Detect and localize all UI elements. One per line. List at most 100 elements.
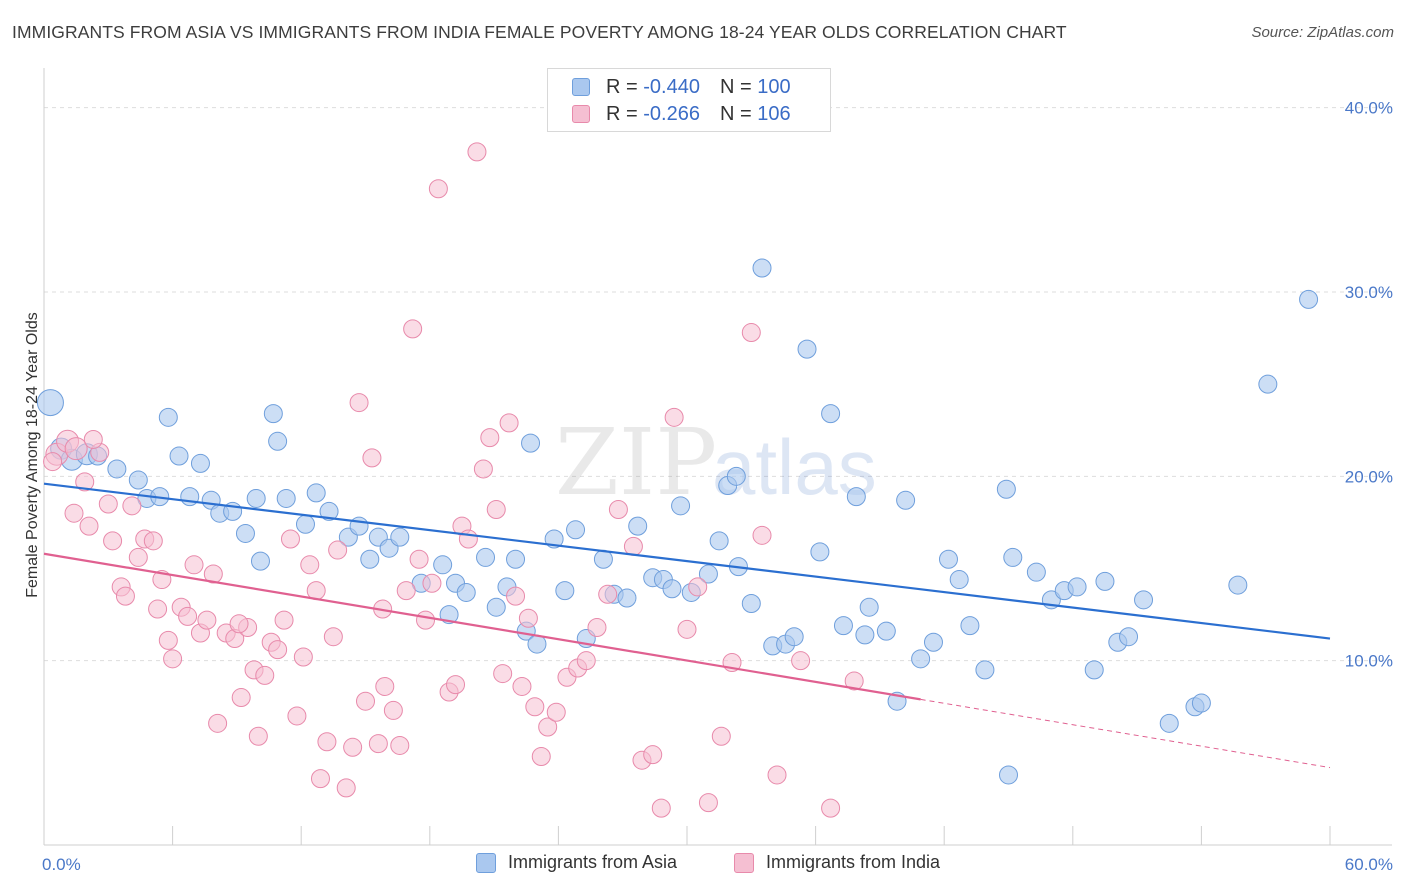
- india-point: [664, 407, 684, 427]
- y-tick-label: 40.0%: [1345, 99, 1393, 118]
- india-point: [197, 610, 217, 630]
- correlation-legend: R = -0.440 N = 100 R = -0.266 N = 106: [547, 68, 831, 132]
- india-point: [368, 734, 388, 754]
- india-point: [428, 179, 448, 199]
- asia-point: [859, 597, 879, 617]
- legend-n-label-asia: N =: [719, 75, 752, 98]
- asia-point: [506, 549, 526, 569]
- india-point: [598, 584, 618, 604]
- legend-n-value-asia: 100: [757, 75, 791, 98]
- india-point: [248, 726, 268, 746]
- india-point: [546, 702, 566, 722]
- asia-point: [36, 389, 64, 417]
- asia-point: [433, 555, 453, 575]
- india-swatch: [572, 105, 590, 123]
- asia-point: [846, 487, 866, 507]
- asia-point: [975, 660, 995, 680]
- tick-labels: 10.0% 20.0% 30.0% 40.0% 0.0% 60.0%: [42, 99, 1393, 874]
- asia-point: [476, 547, 496, 567]
- india-point: [752, 525, 772, 545]
- legend-item-india[interactable]: Immigrants from India: [734, 852, 940, 873]
- legend-label-asia: Immigrants from Asia: [508, 852, 678, 872]
- asia-point: [360, 549, 380, 569]
- asia-point: [306, 483, 326, 503]
- india-point: [390, 735, 410, 755]
- india-point: [184, 555, 204, 575]
- axes: [43, 68, 1392, 846]
- india-point: [98, 494, 118, 514]
- india-point: [446, 675, 466, 695]
- india-legend-swatch: [734, 852, 754, 873]
- india-point: [79, 516, 99, 536]
- india-point: [43, 452, 63, 472]
- india-point: [422, 573, 442, 593]
- india-point: [688, 577, 708, 597]
- india-point: [587, 617, 607, 637]
- legend-r-value-asia: -0.440: [643, 75, 700, 98]
- asia-point: [1159, 713, 1179, 733]
- asia-point: [938, 549, 958, 569]
- asia-point: [295, 514, 315, 534]
- asia-point: [911, 649, 931, 669]
- asia-point: [486, 597, 506, 617]
- india-point: [143, 531, 163, 551]
- india-point: [83, 429, 103, 449]
- india-trend-extension: [920, 698, 1331, 769]
- legend-n-label-india: N =: [719, 102, 752, 125]
- india-point: [229, 614, 249, 634]
- india-point: [480, 428, 500, 448]
- india-point: [163, 649, 183, 669]
- india-point: [608, 500, 628, 520]
- asia-point: [1026, 562, 1046, 582]
- asia-point: [246, 488, 266, 508]
- india-point: [300, 555, 320, 575]
- india-point: [383, 700, 403, 720]
- india-point: [396, 581, 416, 601]
- y-tick-label: 30.0%: [1345, 283, 1393, 302]
- india-point: [486, 500, 506, 520]
- series-india-points: [43, 142, 864, 818]
- india-point: [231, 688, 251, 708]
- legend-item-asia[interactable]: Immigrants from Asia: [476, 852, 677, 873]
- india-point: [203, 564, 223, 584]
- india-point: [287, 706, 307, 726]
- y-axis-label: Female Poverty Among 18-24 Year Olds: [24, 312, 41, 598]
- india-point: [576, 651, 596, 671]
- india-point: [698, 793, 718, 813]
- india-point: [467, 142, 487, 162]
- x-tick-label: 60.0%: [1345, 855, 1393, 874]
- series-asia-points: [36, 258, 1319, 785]
- india-point: [362, 448, 382, 468]
- india-point: [268, 640, 288, 660]
- india-point: [651, 798, 671, 818]
- asia-point: [698, 564, 718, 584]
- legend-r-label-india: R =: [606, 102, 638, 125]
- india-point: [64, 437, 88, 461]
- asia-point: [555, 581, 575, 601]
- india-point: [821, 798, 841, 818]
- india-point: [538, 717, 558, 737]
- asia-point: [876, 621, 896, 641]
- india-point: [64, 503, 84, 523]
- asia-point: [1003, 547, 1023, 567]
- india-point: [208, 713, 228, 733]
- india-point: [403, 319, 423, 339]
- india-point: [375, 676, 395, 696]
- asia-point: [593, 549, 613, 569]
- india-point: [328, 540, 348, 560]
- watermark-zip: ZIP: [555, 409, 717, 516]
- asia-point: [566, 520, 586, 540]
- asia-point: [752, 258, 772, 278]
- asia-point: [276, 488, 296, 508]
- asia-point: [833, 616, 853, 636]
- legend-row-india: R = -0.266 N = 106: [572, 101, 791, 127]
- india-point: [791, 651, 811, 671]
- india-point: [310, 769, 330, 789]
- india-point: [518, 608, 538, 628]
- asia-point: [521, 433, 541, 453]
- asia-point: [250, 551, 270, 571]
- watermark: ZIP atlas: [555, 409, 877, 516]
- india-point: [512, 676, 532, 696]
- asia-point: [628, 516, 648, 536]
- asia-point: [1119, 627, 1139, 647]
